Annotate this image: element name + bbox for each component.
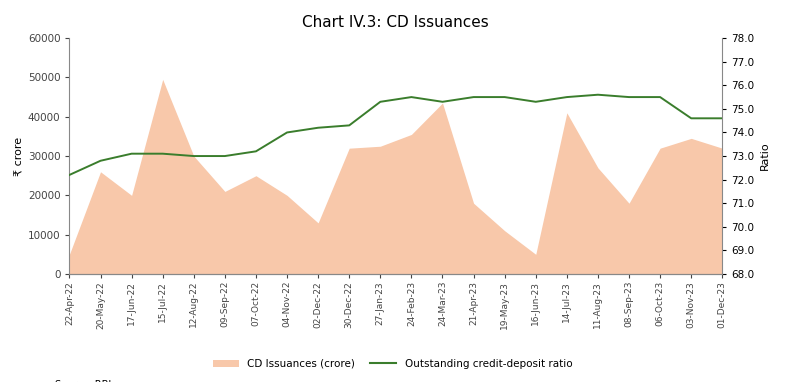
Legend: CD Issuances (crore), Outstanding credit-deposit ratio: CD Issuances (crore), Outstanding credit… [208, 354, 577, 373]
Title: Chart IV.3: CD Issuances: Chart IV.3: CD Issuances [302, 15, 489, 30]
Y-axis label: ₹ crore: ₹ crore [15, 136, 25, 176]
Y-axis label: Ratio: Ratio [760, 142, 770, 170]
Text: Source: RBI: Source: RBI [55, 380, 111, 382]
